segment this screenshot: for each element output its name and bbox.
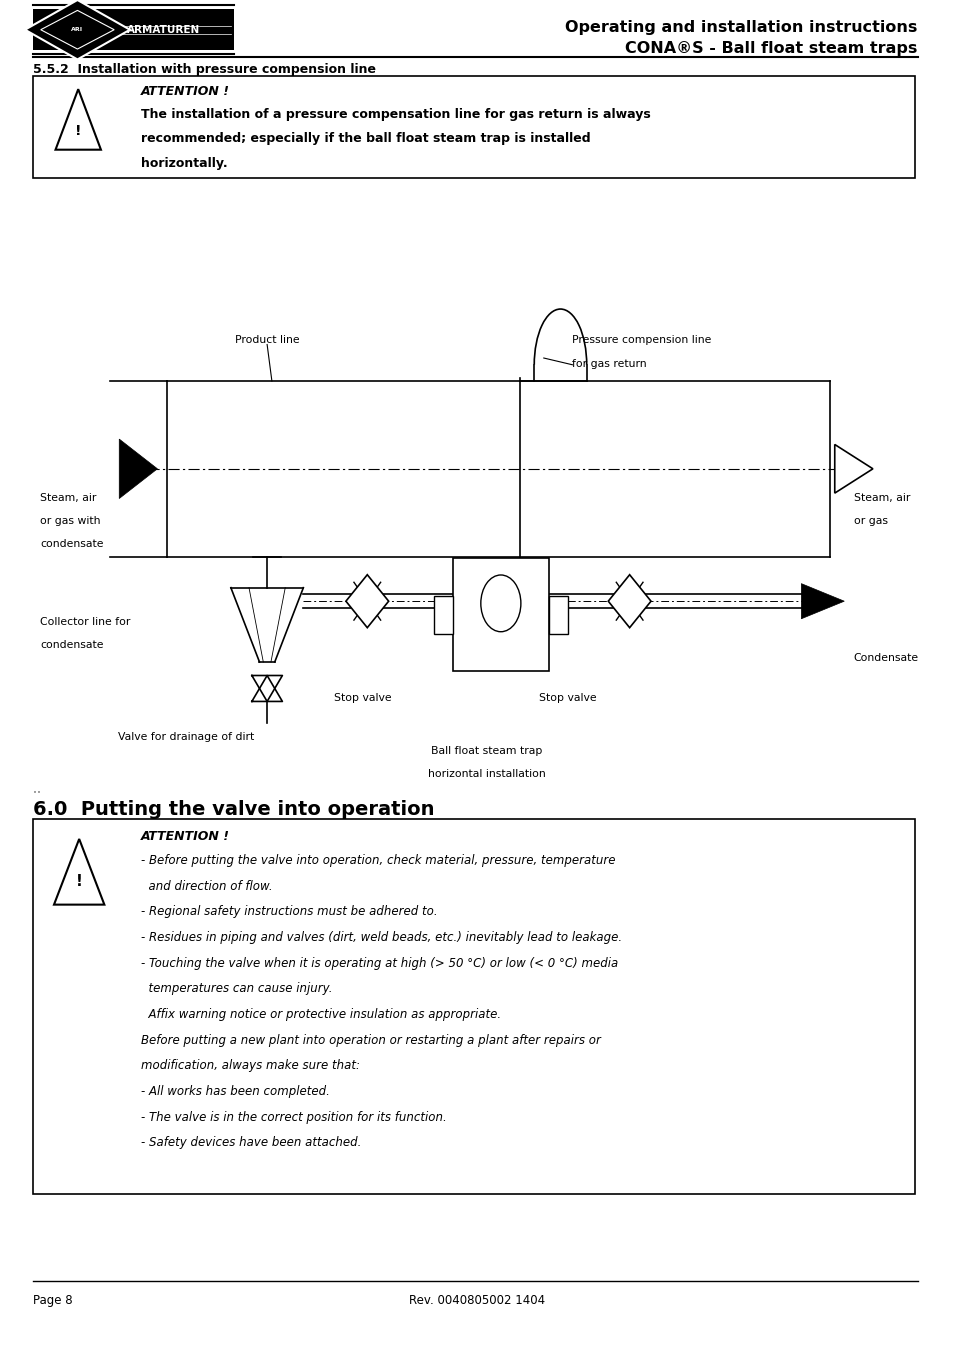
Text: ARI: ARI: [71, 27, 84, 32]
Polygon shape: [41, 11, 114, 49]
Text: Operating and installation instructions: Operating and installation instructions: [565, 20, 917, 35]
Bar: [33, 9, 233, 50]
Text: modification, always make sure that:: modification, always make sure that:: [141, 1059, 360, 1073]
Text: horizontal installation: horizontal installation: [427, 769, 545, 778]
Text: - Before putting the valve into operation, check material, pressure, temperature: - Before putting the valve into operatio…: [141, 854, 615, 867]
Text: for gas return: for gas return: [572, 359, 646, 369]
Text: Steam, air: Steam, air: [40, 493, 96, 503]
Text: - Safety devices have been attached.: - Safety devices have been attached.: [141, 1136, 361, 1150]
Text: Stop valve: Stop valve: [538, 693, 596, 703]
Text: - The valve is in the correct position for its function.: - The valve is in the correct position f…: [141, 1111, 446, 1124]
Text: Collector line for: Collector line for: [40, 617, 131, 627]
Text: Ball float steam trap: Ball float steam trap: [431, 746, 541, 755]
Bar: [33, 819, 914, 1194]
Polygon shape: [801, 584, 843, 619]
Text: ••: ••: [33, 790, 41, 796]
Text: recommended; especially if the ball float steam trap is installed: recommended; especially if the ball floa…: [141, 132, 590, 146]
Text: - Regional safety instructions must be adhered to.: - Regional safety instructions must be a…: [141, 905, 437, 919]
Text: ATTENTION !: ATTENTION !: [141, 85, 230, 99]
Polygon shape: [119, 439, 157, 499]
Circle shape: [480, 576, 520, 632]
Text: horizontally.: horizontally.: [141, 157, 228, 170]
Text: - All works has been completed.: - All works has been completed.: [141, 1085, 330, 1098]
Text: and direction of flow.: and direction of flow.: [141, 880, 273, 893]
Text: !: !: [75, 874, 83, 889]
Polygon shape: [54, 839, 104, 905]
Polygon shape: [346, 574, 388, 628]
Text: Affix warning notice or protective insulation as appropriate.: Affix warning notice or protective insul…: [141, 1008, 500, 1021]
Text: Product line: Product line: [234, 335, 299, 345]
Text: - Residues in piping and valves (dirt, weld beads, etc.) inevitably lead to leak: - Residues in piping and valves (dirt, w…: [141, 931, 621, 944]
Polygon shape: [25, 0, 130, 59]
Bar: [434, 596, 453, 634]
Text: CONA®S - Ball float steam traps: CONA®S - Ball float steam traps: [625, 41, 917, 55]
Polygon shape: [834, 444, 872, 493]
Bar: [33, 76, 914, 178]
Text: 6.0  Putting the valve into operation: 6.0 Putting the valve into operation: [33, 800, 435, 819]
Polygon shape: [608, 574, 650, 628]
Text: ARMATUREN: ARMATUREN: [127, 24, 200, 35]
Text: Stop valve: Stop valve: [334, 693, 391, 703]
Text: The installation of a pressure compensation line for gas return is always: The installation of a pressure compensat…: [141, 108, 650, 122]
Text: Pressure compension line: Pressure compension line: [572, 335, 711, 345]
Text: - Touching the valve when it is operating at high (> 50 °C) or low (< 0 °C) medi: - Touching the valve when it is operatin…: [141, 957, 618, 970]
Text: condensate: condensate: [40, 539, 104, 549]
Text: or gas with: or gas with: [40, 516, 100, 526]
Text: 5.5.2  Installation with pressure compension line: 5.5.2 Installation with pressure compens…: [33, 63, 376, 77]
Text: condensate: condensate: [40, 640, 104, 650]
Text: Condensate: Condensate: [853, 653, 918, 662]
Text: temperatures can cause injury.: temperatures can cause injury.: [141, 982, 333, 996]
Text: Rev. 0040805002 1404: Rev. 0040805002 1404: [409, 1294, 544, 1308]
Bar: [548, 596, 567, 634]
Text: Page 8: Page 8: [33, 1294, 73, 1308]
Text: !: !: [75, 124, 81, 138]
Text: Steam, air: Steam, air: [853, 493, 909, 503]
Text: or gas: or gas: [853, 516, 887, 526]
Text: Valve for drainage of dirt: Valve for drainage of dirt: [118, 732, 253, 742]
Polygon shape: [55, 89, 101, 150]
Text: Before putting a new plant into operation or restarting a plant after repairs or: Before putting a new plant into operatio…: [141, 1034, 600, 1047]
Text: ATTENTION !: ATTENTION !: [141, 830, 230, 843]
Bar: [453, 558, 548, 671]
